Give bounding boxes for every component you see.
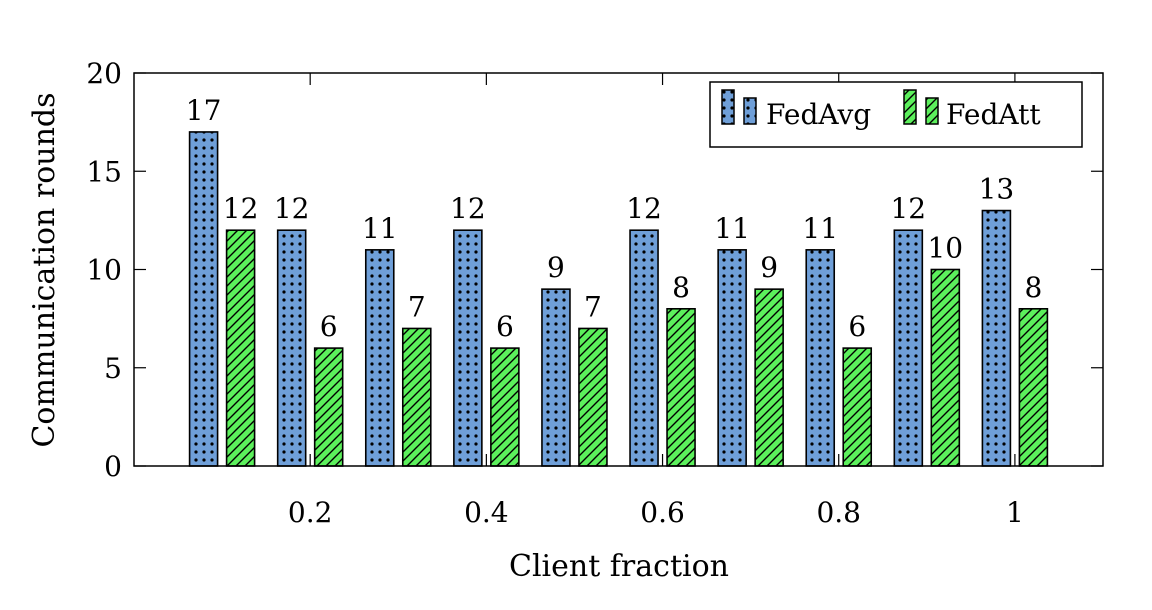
data-label-fedavg-6: 12 xyxy=(626,192,662,225)
data-label-fedavg-10: 13 xyxy=(979,173,1015,206)
y-axis-title: Communication rounds xyxy=(27,92,62,447)
bar-fedavg-5 xyxy=(541,288,571,467)
legend-box xyxy=(709,81,1083,148)
data-label-fedavg-9: 12 xyxy=(890,192,926,225)
data-label-fedavg-5: 9 xyxy=(547,251,565,284)
bar-fedatt-8 xyxy=(842,347,873,467)
data-label-fedavg-8: 11 xyxy=(802,212,838,245)
data-label-fedavg-7: 11 xyxy=(714,212,750,245)
data-label-fedatt-6: 8 xyxy=(672,271,690,304)
y-tick-label-20: 20 xyxy=(86,57,122,90)
bar-fedatt-1 xyxy=(225,229,256,467)
y-tick-label-15: 15 xyxy=(86,155,122,188)
bar-fedatt-3 xyxy=(401,327,432,467)
bar-fedavg-4 xyxy=(453,229,483,467)
y-tick-label-0: 0 xyxy=(104,450,122,483)
legend-swatch-fedatt-2 xyxy=(925,97,939,125)
data-label-fedatt-2: 6 xyxy=(320,310,338,343)
data-label-fedatt-4: 6 xyxy=(496,310,514,343)
legend-label-fedatt: FedAtt xyxy=(946,98,1041,131)
legend-swatch-fedavg-2 xyxy=(743,97,757,125)
x-tick-label-0.4: 0.4 xyxy=(464,496,509,529)
bar-fedatt-10 xyxy=(1018,307,1049,467)
bar-fedatt-5 xyxy=(578,327,608,467)
y-tick-label-10: 10 xyxy=(86,254,122,287)
bar-fedavg-3 xyxy=(364,249,395,467)
data-label-fedavg-4: 12 xyxy=(450,192,486,225)
bar-fedavg-2 xyxy=(276,229,307,467)
x-tick-label-0.8: 0.8 xyxy=(816,496,861,529)
bars-layer xyxy=(188,131,1049,467)
bar-fedatt-6 xyxy=(666,307,696,467)
bar-fedatt-7 xyxy=(754,288,784,467)
data-label-fedatt-9: 10 xyxy=(927,232,963,265)
data-label-fedatt-7: 9 xyxy=(760,251,778,284)
x-tick-label-0.2: 0.2 xyxy=(288,496,333,529)
y-tick-label-5: 5 xyxy=(104,352,122,385)
x-axis-title: Client fraction xyxy=(509,549,729,584)
legend-swatch-fedatt-1 xyxy=(903,89,917,125)
x-tick-label-0.6: 0.6 xyxy=(640,496,685,529)
bar-fedavg-9 xyxy=(893,229,924,467)
legend-label-fedavg: FedAvg xyxy=(766,98,871,131)
data-label-fedavg-1: 17 xyxy=(186,94,222,127)
bar-fedatt-4 xyxy=(490,347,520,467)
data-label-fedatt-5: 7 xyxy=(584,290,602,323)
data-label-fedavg-3: 11 xyxy=(362,212,398,245)
data-label-fedatt-8: 6 xyxy=(848,310,866,343)
bar-fedatt-9 xyxy=(930,268,961,467)
data-label-fedavg-2: 12 xyxy=(274,192,310,225)
data-label-fedatt-3: 7 xyxy=(408,290,426,323)
bar-fedavg-10 xyxy=(981,209,1012,467)
bar-fedavg-7 xyxy=(717,249,747,467)
bar-fedatt-2 xyxy=(313,347,344,467)
axes-layer: 0 5 10 15 20 0.2 0.4 0.6 0.8 1 xyxy=(86,57,1104,529)
bar-fedavg-1 xyxy=(188,131,219,467)
legend: FedAvg FedAtt xyxy=(709,81,1083,148)
x-tick-label-1: 1 xyxy=(1006,496,1024,529)
data-label-fedatt-10: 8 xyxy=(1024,271,1042,304)
bar-fedavg-8 xyxy=(805,249,836,467)
bar-fedavg-6 xyxy=(629,229,659,467)
data-label-fedatt-1: 12 xyxy=(223,192,259,225)
legend-swatch-fedavg-1 xyxy=(721,89,735,125)
